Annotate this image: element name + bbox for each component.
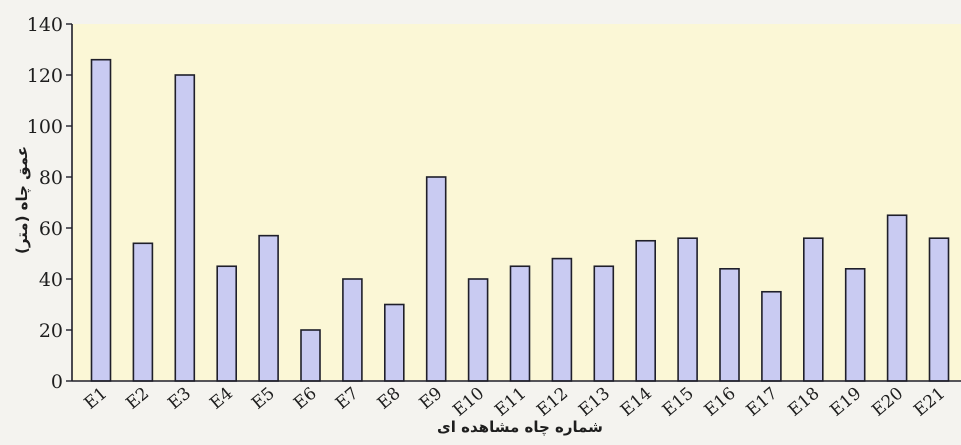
x-tick-label-e16: E16 xyxy=(701,384,740,421)
x-tick-label-e9: E9 xyxy=(416,384,447,414)
bar-e9 xyxy=(425,176,447,382)
x-tick-label-e3: E3 xyxy=(164,384,195,414)
bar-e6 xyxy=(300,329,321,382)
x-tick-label-e6: E6 xyxy=(290,384,321,414)
x-tick-label-e4: E4 xyxy=(206,384,237,414)
bar-e19 xyxy=(844,267,866,382)
bar-e11 xyxy=(509,265,531,382)
y-tick-label-0: 0 xyxy=(51,371,63,393)
bar-e13 xyxy=(593,265,615,382)
x-tick-label-e18: E18 xyxy=(785,384,824,421)
bar-e5 xyxy=(258,234,279,382)
bar-e17 xyxy=(761,290,782,382)
x-tick-label-e19: E19 xyxy=(826,384,865,421)
bar-e8 xyxy=(383,303,405,382)
x-tick-label-e2: E2 xyxy=(122,384,153,414)
bar-e21 xyxy=(928,237,950,382)
y-axis-title: عمق چاه (متر) xyxy=(13,146,32,254)
bar-e3 xyxy=(174,74,196,382)
x-tick-label-e12: E12 xyxy=(533,384,572,421)
bar-e16 xyxy=(719,267,740,382)
x-tick-label-e13: E13 xyxy=(575,384,614,421)
x-tick-label-e21: E21 xyxy=(910,384,949,421)
bar-e15 xyxy=(677,237,698,382)
y-axis-ticks: 0 20 40 60 80 100 120 140 xyxy=(27,14,72,393)
x-tick-label-e14: E14 xyxy=(617,384,656,421)
x-tick-label-e7: E7 xyxy=(332,384,363,414)
x-axis-ticks: E1 E2 E3 E4 E5 E6 E7 E8 E9 E10 E11 E12 E13 E14 E15 E16 E… xyxy=(81,384,950,421)
bar-e18 xyxy=(802,237,824,382)
y-tick-label-140: 140 xyxy=(27,14,63,36)
bar-e4 xyxy=(216,265,237,382)
bar-e7 xyxy=(342,278,363,382)
y-tick-label-20: 20 xyxy=(39,320,63,342)
x-tick-label-e20: E20 xyxy=(868,384,907,421)
x-tick-label-e5: E5 xyxy=(248,384,279,414)
y-tick-label-80: 80 xyxy=(39,167,63,189)
y-tick-label-60: 60 xyxy=(39,218,63,240)
bar-e10 xyxy=(467,278,489,382)
bar-e20 xyxy=(886,214,908,382)
bars xyxy=(90,58,950,382)
x-tick-label-e10: E10 xyxy=(449,384,488,421)
x-tick-label-e8: E8 xyxy=(374,384,405,414)
x-tick-label-e17: E17 xyxy=(743,384,782,421)
bar-e2 xyxy=(132,242,154,382)
y-tick-label-100: 100 xyxy=(27,116,63,138)
y-tick-label-40: 40 xyxy=(39,269,63,291)
bar-e12 xyxy=(551,257,573,382)
bar-e1 xyxy=(90,58,112,382)
x-axis-title: شماره چاه مشاهده ای xyxy=(437,418,603,437)
y-tick-label-120: 120 xyxy=(27,65,63,87)
x-tick-label-e1: E1 xyxy=(81,384,112,414)
x-tick-label-e15: E15 xyxy=(659,384,698,421)
x-tick-label-e11: E11 xyxy=(491,384,530,421)
bar-e14 xyxy=(635,239,657,382)
